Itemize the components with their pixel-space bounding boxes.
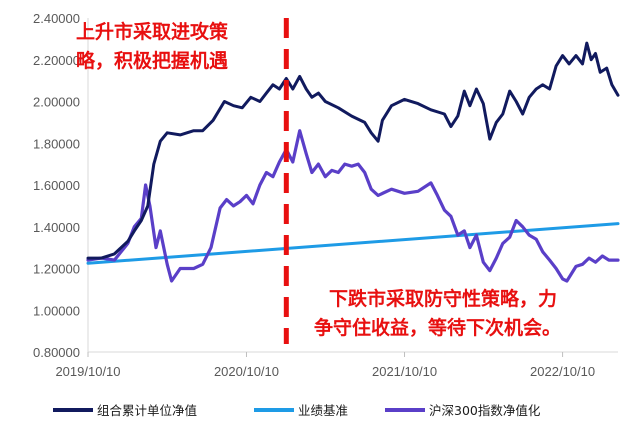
x-tick-label: 2021/10/10 [372,364,437,379]
series-line-hs300 [86,129,620,283]
y-tick-label: 1.80000 [33,136,80,151]
x-axis-ticks: 2019/10/10 2020/10/10 2021/10/10 2022/10/10 [55,352,595,379]
legend-label-benchmark: 业绩基准 [298,403,348,418]
series-lines [86,41,620,283]
annotation-attack-line-2: 略，积极把握机遇 [76,49,228,72]
legend-label-portfolio: 组合累计单位净值 [97,403,197,418]
y-tick-label: 0.80000 [33,345,80,360]
x-tick-label: 2022/10/10 [530,364,595,379]
y-tick-label: 1.40000 [33,220,80,235]
annotations: 上升市采取进攻策 略，积极把握机遇 下跌市采取防守性策略，力 争守住收益，等待下… [76,20,561,339]
y-tick-label: 1.60000 [33,178,80,193]
legend-label-hs300: 沪深300指数净值化 [429,403,541,418]
legend: 组合累计单位净值 业绩基准 沪深300指数净值化 [53,403,541,418]
x-tick-label: 2020/10/10 [214,364,279,379]
plot-area [87,18,618,353]
y-tick-label: 2.40000 [33,11,80,26]
series-line-benchmark [86,222,620,265]
y-tick-label: 2.00000 [33,95,80,110]
annotation-defense-line-1: 下跌市采取防守性策略，力 [329,287,557,310]
annotation-attack-line-1: 上升市采取进攻策 [76,20,229,43]
y-axis-ticks: 0.80000 1.00000 1.20000 1.40000 1.60000 1.800… [33,11,80,360]
y-tick-label: 1.00000 [33,303,80,318]
y-tick-label: 1.20000 [33,262,80,277]
x-tick-label: 2019/10/10 [55,364,120,379]
annotation-defense-line-2: 争守住收益，等待下次机会。 [314,316,561,339]
series-line-portfolio [86,41,620,260]
y-tick-label: 2.20000 [33,53,80,68]
